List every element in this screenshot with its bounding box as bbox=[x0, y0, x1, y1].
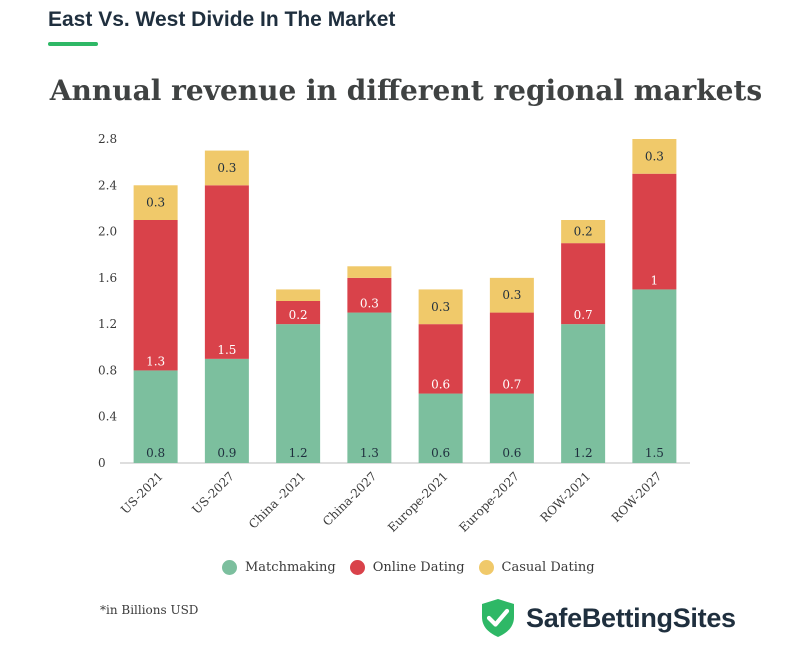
brand-logo: SafeBettingSites bbox=[480, 598, 736, 638]
data-label: 1.2 bbox=[289, 446, 308, 460]
bar-segment bbox=[347, 266, 392, 278]
data-label: 0.8 bbox=[146, 446, 165, 460]
bar-segment bbox=[347, 277, 392, 313]
bar-segment bbox=[561, 324, 606, 463]
brand-name: SafeBettingSites bbox=[526, 602, 736, 633]
legend-swatch-online-dating bbox=[349, 560, 365, 575]
header-underline bbox=[48, 42, 98, 46]
data-label: 0.3 bbox=[645, 149, 664, 163]
data-label: 0.7 bbox=[574, 308, 593, 322]
data-label: 0.7 bbox=[502, 378, 521, 392]
x-tick-label: US-2027 bbox=[189, 469, 237, 517]
data-label: 1.2 bbox=[574, 446, 593, 460]
y-tick-label: 1.6 bbox=[98, 271, 117, 285]
page-header-title: East Vs. West Divide In The Market bbox=[48, 8, 396, 31]
data-label: 1.5 bbox=[217, 343, 236, 357]
bar-segment bbox=[133, 220, 178, 371]
y-tick-label: 0 bbox=[98, 456, 106, 470]
data-label: 0.3 bbox=[360, 297, 379, 311]
x-tick-label: Europe-2021 bbox=[385, 469, 451, 535]
legend-label-casual-dating: Casual Dating bbox=[501, 560, 595, 575]
y-tick-label: 2.8 bbox=[98, 132, 117, 146]
data-label: 1.5 bbox=[645, 446, 664, 460]
bar-segment bbox=[133, 185, 178, 220]
bar-segment bbox=[632, 139, 677, 174]
x-tick-label: ROW-2021 bbox=[537, 469, 593, 525]
data-label: 0.6 bbox=[502, 446, 521, 460]
x-tick-label: US-2021 bbox=[118, 469, 166, 517]
data-label: 0.3 bbox=[431, 300, 450, 314]
legend-label-online-dating: Online Dating bbox=[372, 560, 465, 575]
data-label: 0.3 bbox=[217, 161, 236, 175]
data-label: 1.3 bbox=[146, 354, 165, 368]
bar-segment bbox=[489, 277, 534, 313]
data-label: 1 bbox=[651, 273, 659, 287]
bar-segment bbox=[561, 220, 606, 244]
y-tick-label: 0.4 bbox=[98, 410, 117, 424]
x-tick-label: Europe-2027 bbox=[456, 469, 522, 535]
data-label: 0.9 bbox=[217, 446, 236, 460]
chart-title: Annual revenue in different regional mar… bbox=[49, 74, 763, 107]
bar-segment bbox=[418, 289, 463, 325]
legend-swatch-casual-dating bbox=[478, 560, 494, 575]
bar-segment bbox=[489, 312, 534, 394]
bar-segment bbox=[276, 301, 321, 325]
legend-label-matchmaking: Matchmaking bbox=[245, 560, 336, 575]
legend-swatch-matchmaking bbox=[222, 560, 237, 575]
legend-item-matchmaking: Matchmaking bbox=[222, 560, 336, 575]
x-tick-label: China-2027 bbox=[320, 469, 380, 529]
bar-segment bbox=[276, 289, 321, 301]
bar-segment bbox=[418, 393, 463, 463]
stacked-bar-chart: 0 0.4 0.8 1.2 1.6 2.0 2.4 2.8 0.8 1.3 0.3 US-2021 0.… bbox=[98, 132, 690, 535]
bar-segment bbox=[347, 312, 392, 463]
bar-segment bbox=[632, 289, 677, 463]
chart-legend: Matchmaking Online Dating Casual Dating bbox=[222, 560, 609, 575]
y-tick-label: 2.4 bbox=[98, 178, 117, 192]
bar-segment bbox=[133, 370, 178, 463]
data-label: 0.6 bbox=[431, 446, 450, 460]
legend-item-casual-dating: Casual Dating bbox=[478, 560, 595, 575]
shield-check-icon bbox=[482, 599, 514, 637]
x-tick-label: China -2021 bbox=[246, 469, 308, 531]
bar-segment bbox=[204, 185, 249, 359]
y-tick-label: 0.8 bbox=[98, 363, 117, 377]
x-tick-label: ROW-2027 bbox=[609, 469, 665, 525]
bar-segment bbox=[276, 324, 321, 463]
y-tick-label: 2.0 bbox=[98, 225, 117, 239]
data-label: 0.2 bbox=[289, 308, 308, 322]
bar-segment bbox=[418, 324, 463, 394]
bar-segment bbox=[204, 150, 249, 186]
y-tick-label: 1.2 bbox=[98, 317, 117, 331]
bar-segment bbox=[632, 173, 677, 290]
data-label: 1.3 bbox=[360, 446, 379, 460]
bar-segment bbox=[489, 393, 534, 463]
data-label: 0.2 bbox=[574, 225, 593, 239]
footnote: *in Billions USD bbox=[100, 603, 199, 617]
bar-segment bbox=[204, 358, 249, 463]
data-label: 0.6 bbox=[431, 378, 450, 392]
data-label: 0.3 bbox=[146, 196, 165, 210]
data-label: 0.3 bbox=[502, 288, 521, 302]
bar-segment bbox=[561, 243, 606, 325]
legend-item-online-dating: Online Dating bbox=[349, 560, 465, 575]
